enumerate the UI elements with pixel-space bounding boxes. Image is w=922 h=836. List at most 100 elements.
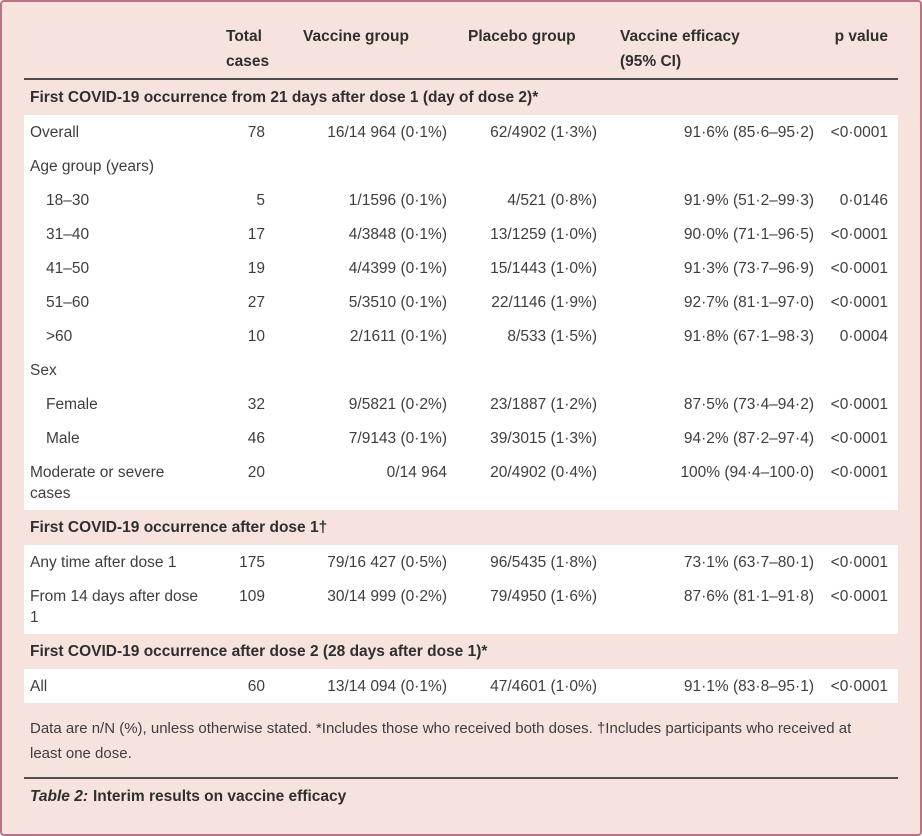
cell-placebo-group: 4/521 (0·8%) [507,191,597,209]
table-row: Any time after dose 1 175 79/16 427 (0·5… [24,545,898,579]
cell-vaccine-group: 9/5821 (0·2%) [348,395,447,413]
cell-total-cases [209,360,269,381]
table-row: Female 32 9/5821 (0·2%) 23/1887 (1·2%) 8… [24,387,898,421]
cell-total-cases: 10 [247,327,265,345]
caption-divider-rule [24,777,898,779]
table-caption-text: Interim results on vaccine efficacy [93,788,347,805]
cell-vaccine-group: 4/4399 (0·1%) [348,259,447,277]
row-label: Age group (years) [30,157,155,175]
row-label: All [30,677,48,695]
cell-vaccine-efficacy: 87·5% (73·4–94·2) [683,395,814,413]
row-label: Overall [30,123,80,141]
cell-placebo-group: 79/4950 (1·6%) [490,587,597,605]
row-label: Any time after dose 1 [30,553,177,571]
cell-vaccine-group [269,156,451,177]
cell-total-cases: 60 [247,677,265,695]
cell-p-value [819,156,898,177]
cell-p-value: <0·0001 [830,293,888,311]
cell-p-value: <0·0001 [830,553,888,571]
section-rows: Overall 78 16/14 964 (0·1%) 62/4902 (1·3… [24,115,898,510]
cell-placebo-group: 23/1887 (1·2%) [490,395,597,413]
cell-total-cases: 175 [239,553,265,571]
cell-total-cases: 78 [247,123,265,141]
cell-vaccine-group: 30/14 999 (0·2%) [327,587,447,605]
cell-total-cases: 109 [239,587,265,605]
cell-placebo-group: 62/4902 (1·3%) [490,123,597,141]
header-divider-rule [24,78,898,80]
cell-vaccine-group: 0/14 964 [386,463,447,481]
table-row: Male 46 7/9143 (0·1%) 39/3015 (1·3%) 94·… [24,421,898,455]
row-label: Moderate or severe cases [30,463,165,502]
cell-vaccine-efficacy: 87·6% (81·1–91·8) [683,587,814,605]
cell-total-cases: 17 [247,225,265,243]
row-label: 31–40 [46,225,90,243]
cell-p-value: <0·0001 [830,587,888,605]
section-header: First COVID-19 occurrence after dose 2 (… [30,642,488,660]
table-caption: Table 2: Interim results on vaccine effic… [24,779,898,815]
cell-placebo-group [451,156,601,177]
cell-p-value: <0·0001 [830,259,888,277]
table-caption-number: Table 2: [30,788,88,805]
cell-vaccine-efficacy: 73·1% (63·7–80·1) [683,553,814,571]
cell-p-value: <0·0001 [830,677,888,695]
cell-placebo-group: 96/5435 (1·8%) [490,553,597,571]
table-row: Moderate or severe cases 20 0/14 964 20/… [24,455,898,510]
table-row: 41–50 19 4/4399 (0·1%) 15/1443 (1·0%) 91… [24,251,898,285]
header-placebo-group: Placebo group [468,28,576,45]
cell-vaccine-group: 1/1596 (0·1%) [348,191,447,209]
table-inner: Total cases Vaccine group Placebo group … [24,2,898,815]
section-rows: All 60 13/14 094 (0·1%) 47/4601 (1·0%) 9… [24,669,898,703]
cell-vaccine-efficacy: 92·7% (81·1–97·0) [683,293,814,311]
cell-total-cases: 27 [247,293,265,311]
table-row: From 14 days after dose 1 109 30/14 999 … [24,579,898,634]
cell-p-value [819,360,898,381]
header-blank [24,24,209,78]
table-row: 18–30 5 1/1596 (0·1%) 4/521 (0·8%) 91·9%… [24,183,898,217]
header-p-value: p value [834,28,888,45]
header-vaccine-efficacy-line2: (95% CI) [620,53,682,70]
row-label: 41–50 [46,259,90,277]
cell-vaccine-group: 16/14 964 (0·1%) [327,123,447,141]
cell-total-cases: 32 [247,395,265,413]
cell-p-value: <0·0001 [830,463,888,481]
cell-p-value: <0·0001 [830,123,888,141]
cell-placebo-group: 8/533 (1·5%) [507,327,597,345]
section-header: First COVID-19 occurrence from 21 days a… [30,88,539,106]
column-header-row: Total cases Vaccine group Placebo group … [24,2,898,78]
table-row: >60 10 2/1611 (0·1%) 8/533 (1·5%) 91·8% … [24,319,898,353]
table-row: Overall 78 16/14 964 (0·1%) 62/4902 (1·3… [24,115,898,149]
table-row: 31–40 17 4/3848 (0·1%) 13/1259 (1·0%) 90… [24,217,898,251]
section-header: First COVID-19 occurrence after dose 1† [30,518,328,536]
cell-vaccine-efficacy: 91·9% (51·2–99·3) [683,191,814,209]
cell-placebo-group: 15/1443 (1·0%) [490,259,597,277]
cell-vaccine-efficacy: 91·3% (73·7–96·9) [683,259,814,277]
table-row: Sex [24,353,898,387]
cell-placebo-group: 47/4601 (1·0%) [490,677,597,695]
row-label: Sex [30,361,57,379]
cell-placebo-group: 13/1259 (1·0%) [490,225,597,243]
cell-vaccine-efficacy [601,360,819,381]
cell-p-value: <0·0001 [830,225,888,243]
table-footnote: Data are n/N (%), unless otherwise state… [30,720,852,762]
cell-vaccine-group: 79/16 427 (0·5%) [327,553,447,571]
table-row: All 60 13/14 094 (0·1%) 47/4601 (1·0%) 9… [24,669,898,703]
row-label: 51–60 [46,293,90,311]
cell-total-cases: 20 [247,463,265,481]
cell-p-value: <0·0001 [830,395,888,413]
header-vaccine-group: Vaccine group [303,28,409,45]
cell-vaccine-efficacy [601,156,819,177]
cell-vaccine-group: 13/14 094 (0·1%) [327,677,447,695]
cell-vaccine-efficacy: 91·8% (67·1–98·3) [683,327,814,345]
header-vaccine-efficacy-line1: Vaccine efficacy [620,28,740,45]
cell-placebo-group: 22/1146 (1·9%) [491,293,597,311]
cell-vaccine-group: 2/1611 (0·1%) [349,327,447,345]
cell-p-value: 0·0004 [839,327,888,345]
row-label: >60 [46,327,73,345]
row-label: Female [46,395,98,413]
row-label: Male [46,429,80,447]
cell-p-value: <0·0001 [830,429,888,447]
table-row: 51–60 27 5/3510 (0·1%) 22/1146 (1·9%) 92… [24,285,898,319]
row-label: From 14 days after dose 1 [30,587,198,626]
cell-vaccine-group [269,360,451,381]
cell-total-cases [209,156,269,177]
